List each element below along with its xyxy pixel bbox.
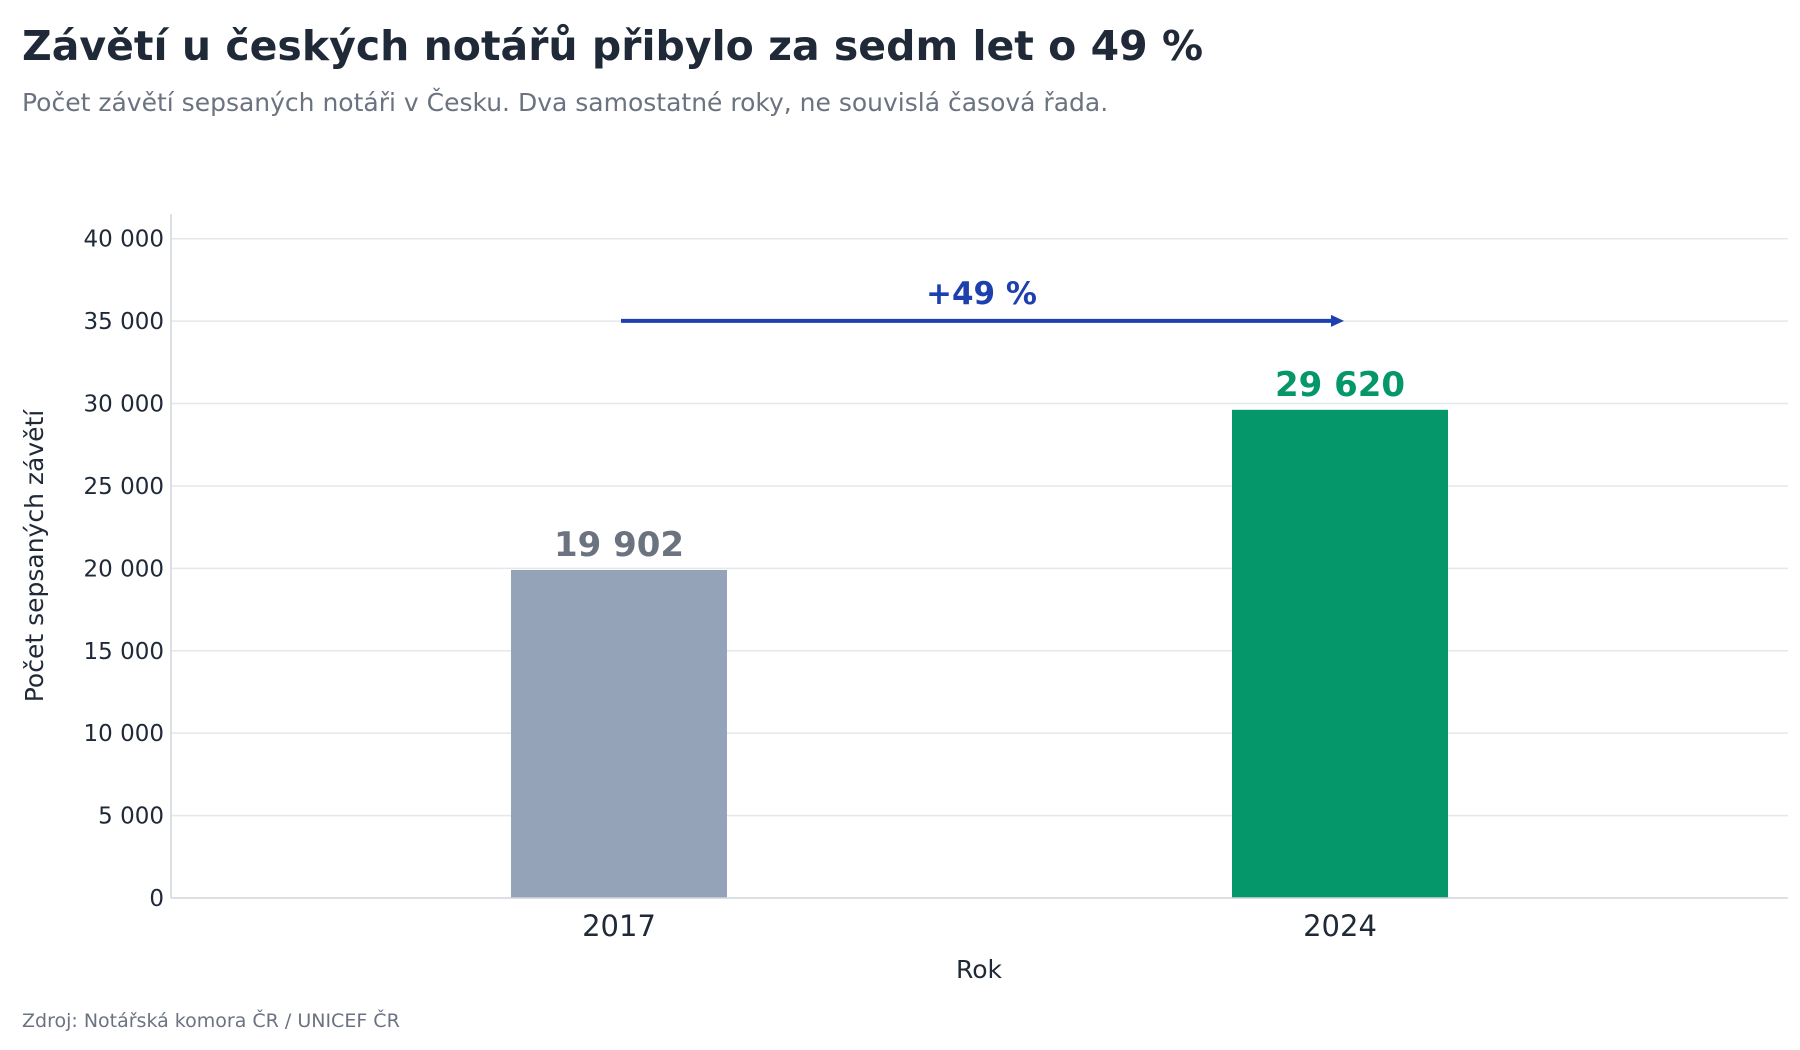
y-tick-label: 0 [149, 886, 164, 912]
bar-2024 [1232, 409, 1448, 898]
y-tick-label: 15 000 [84, 639, 164, 665]
bar-2017 [511, 569, 727, 898]
y-axis-label: Počet sepsaných závětí [20, 409, 49, 703]
change-annotation-label: +49 % [926, 276, 1037, 312]
labels: 19 902 29 620 +49 % [554, 276, 1405, 565]
bar-value-label: 19 902 [554, 525, 684, 565]
gridlines [171, 237, 1788, 817]
y-tick-label: 20 000 [84, 556, 164, 582]
axes: 0 5 000 10 000 15 000 20 000 25 000 30 000 35 0… [84, 214, 1788, 943]
chart-title: Závětí u českých notářů přibylo za sedm … [22, 22, 1204, 70]
bar-chart: 0 5 000 10 000 15 000 20 000 25 000 30 000 35 0… [20, 214, 1788, 984]
bars [511, 409, 1448, 898]
y-tick-label: 30 000 [84, 392, 164, 418]
x-axis-label: Rok [956, 955, 1003, 984]
y-tick-label: 40 000 [84, 227, 164, 253]
chart-subtitle: Počet závětí sepsaných notáři v Česku. D… [22, 88, 1109, 117]
x-tick-label: 2017 [582, 909, 656, 943]
y-tick-label: 35 000 [84, 309, 164, 335]
y-tick-label: 10 000 [84, 721, 164, 747]
y-tick-label: 5 000 [98, 804, 164, 830]
arrow-head-icon [1331, 314, 1344, 327]
source-note: Zdroj: Notářská komora ČR / UNICEF ČR [22, 1010, 400, 1032]
bar-value-label: 29 620 [1275, 365, 1405, 405]
x-tick-label: 2024 [1303, 909, 1377, 943]
y-tick-label: 25 000 [84, 474, 164, 500]
